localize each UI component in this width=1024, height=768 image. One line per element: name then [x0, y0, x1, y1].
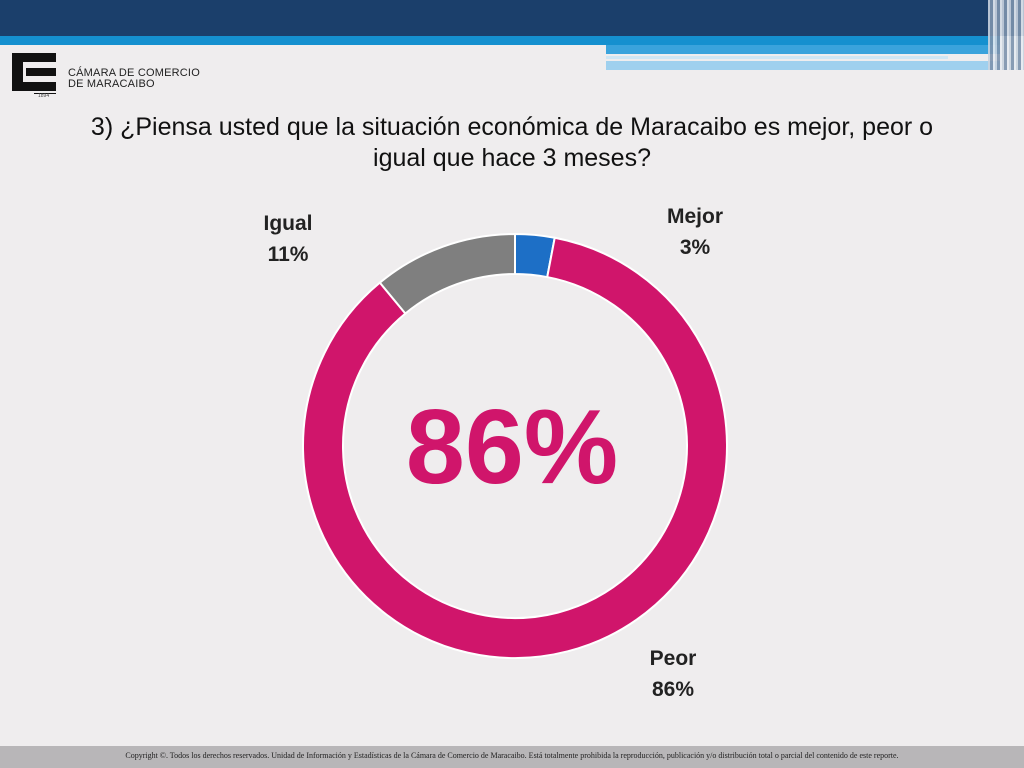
question-line1: 3) ¿Piensa usted que la situación económ… [90, 113, 934, 141]
header-stripes [988, 0, 1024, 70]
label-mejor-value: 3% [679, 236, 711, 259]
center-value-label: 86% [405, 388, 619, 506]
question-title: 3) ¿Piensa usted que la situación económ… [0, 112, 1024, 174]
label-igual-value: 11% [267, 243, 309, 266]
header-accent-bar-light [606, 45, 1000, 54]
header-accent-bar [0, 36, 1000, 45]
label-igual-name: Igual [263, 212, 313, 235]
header-accent-bar-pale [606, 61, 1000, 70]
donut-slice-igual [378, 232, 516, 315]
label-peor: Peor 86% [623, 643, 723, 705]
question-line2: igual que hace 3 meses? [373, 144, 651, 172]
org-name: CÁMARA DE COMERCIO DE MARACAIBO [68, 68, 200, 90]
label-mejor-name: Mejor [666, 205, 723, 228]
label-peor-name: Peor [649, 647, 697, 670]
org-year: 1894 [38, 93, 50, 99]
footer-bar: Copyright ©. Todos los derechos reservad… [0, 746, 1024, 768]
label-igual: Igual 11% [238, 208, 338, 270]
header-bar [0, 0, 1024, 36]
header-accent-line [606, 56, 948, 59]
label-peor-value: 86% [651, 678, 695, 701]
donut-chart [302, 232, 728, 659]
footer-copyright: Copyright ©. Todos los derechos reservad… [125, 751, 899, 760]
org-logo: CÁMARA DE COMERCIO DE MARACAIBO 1894 [12, 53, 202, 101]
org-name-line1: CÁMARA DE COMERCIO [68, 67, 200, 79]
donut-slice-peor [302, 236, 728, 659]
label-mejor: Mejor 3% [645, 201, 745, 263]
org-name-line2: DE MARACAIBO [68, 78, 155, 90]
logo-mark-icon [12, 53, 56, 94]
